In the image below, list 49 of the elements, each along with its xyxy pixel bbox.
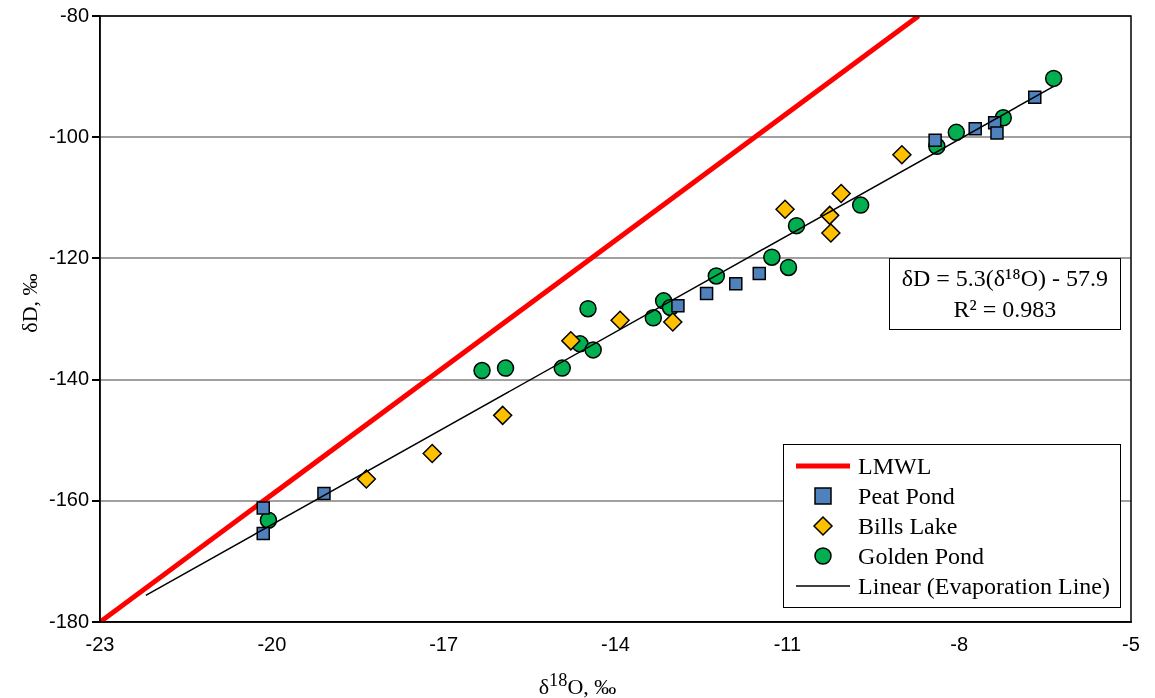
y-tick-label: -100 [48,124,89,147]
point [644,309,663,327]
point [779,258,798,277]
legend-label: Peat Pond [858,482,955,510]
point [763,248,781,266]
point [356,469,377,489]
point [561,331,581,351]
annotation: R² = 0.983 [952,295,1058,324]
point [663,312,683,332]
x-tick-label: -23 [85,632,115,655]
x-tick-label: -11 [773,632,802,655]
y-tick-label: -120 [48,245,89,268]
point [892,145,912,165]
x-tick-label: -5 [1122,632,1140,655]
legend-label: Bills Lake [858,512,958,540]
point [831,183,851,204]
point [496,359,515,377]
point [1044,69,1063,88]
x-axis-title: δ$^{18}$O, ‰ [537,670,618,698]
legend-label: Linear (Evaporation Line) [858,572,1110,600]
legend-label: Golden Pond [858,542,985,570]
point [775,199,795,220]
y-tick-label: -80 [60,3,89,26]
point [990,126,1004,140]
legend-label: LMWL [858,452,932,480]
y-axis-title: δD, ‰ [17,272,43,335]
y-tick-label: -180 [48,609,89,632]
x-tick-label: -14 [601,632,630,655]
y-tick-label: -140 [48,367,89,390]
point [699,286,714,301]
y-tick-label: -160 [48,488,89,511]
annotation: δD = 5.3(δ¹⁸O) - 57.9 [901,264,1108,293]
point [610,310,630,330]
point [752,266,767,281]
point [553,359,571,377]
point [821,223,841,243]
point [729,277,743,291]
point [492,405,513,426]
point [579,299,597,318]
x-tick-label: -20 [257,632,287,655]
point [473,361,491,380]
point [928,133,942,147]
point [422,443,442,464]
point [671,298,685,313]
point [947,123,966,142]
x-tick-label: -8 [950,632,969,655]
point [256,501,270,515]
point [851,196,870,214]
x-tick-label: -17 [429,632,459,655]
